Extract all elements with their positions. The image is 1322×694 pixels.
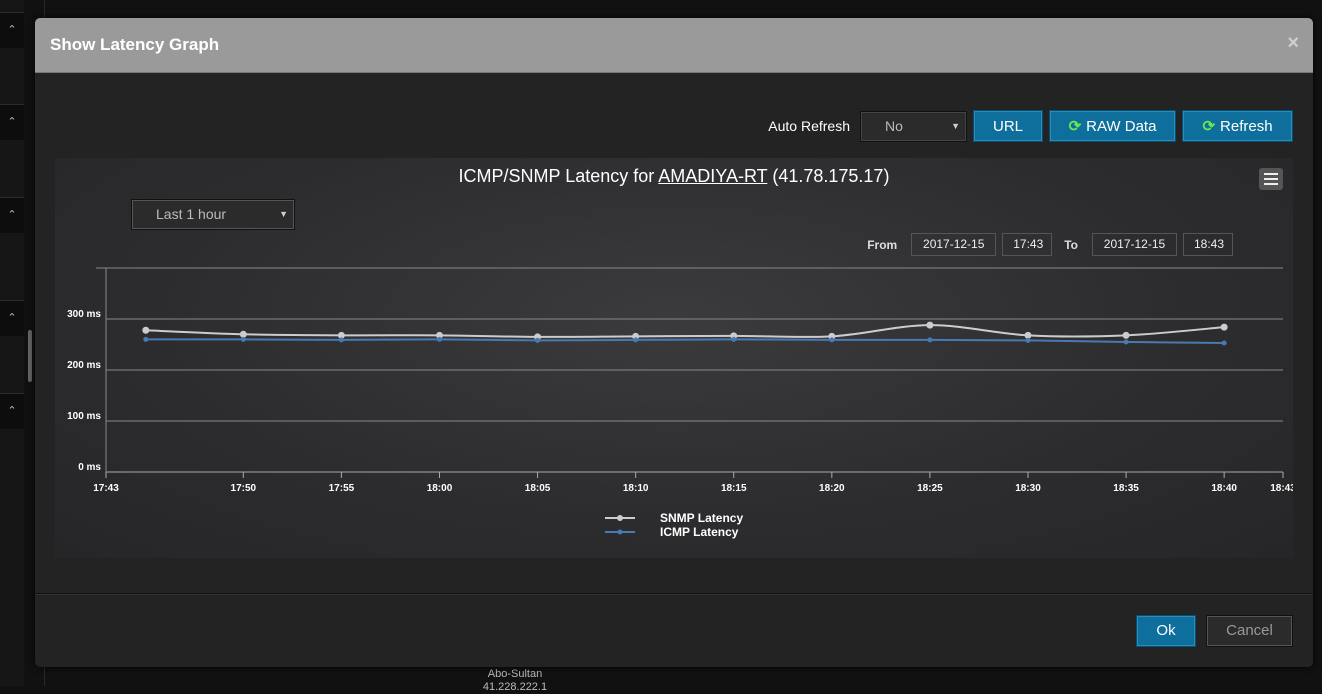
collapse-icon[interactable]: ⌃ [0, 197, 24, 233]
device-ip: 41.228.222.1 [482, 681, 548, 693]
date-range-inputs: From 2017-12-15 17:43 To 2017-12-15 18:4… [861, 233, 1233, 256]
caret-down-icon: ▼ [951, 120, 960, 131]
auto-refresh-label: Auto Refresh [768, 118, 850, 134]
device-name: Abo-Sultan [487, 668, 543, 680]
snmp-latency-point [632, 332, 640, 340]
refresh-icon: ⟳ [1202, 118, 1216, 135]
chart-title-suffix: (41.78.175.17) [772, 166, 890, 186]
time-range-select[interactable]: Last 1 hour ▼ [131, 199, 295, 230]
collapse-icon[interactable]: ⌃ [0, 104, 24, 140]
x-tick-label: 18:15 [721, 483, 747, 494]
x-tick-label: 17:43 [93, 483, 119, 494]
to-label: To [1064, 237, 1078, 252]
refresh-button-label: Refresh [1220, 117, 1273, 135]
x-tick-label: 18:20 [819, 483, 845, 494]
x-tick-label: 17:50 [231, 483, 257, 494]
url-button[interactable]: URL [973, 110, 1043, 142]
to-time-input[interactable]: 18:43 [1183, 233, 1233, 256]
icmp-latency-point [1025, 337, 1031, 343]
background-device-label: Abo-Sultan 41.228.222.1 [470, 668, 560, 694]
snmp-latency-point [926, 321, 934, 329]
snmp-latency-point [730, 332, 738, 340]
collapse-icon[interactable]: ⌃ [0, 393, 24, 429]
icmp-latency-point [436, 336, 442, 342]
icmp-latency-point [143, 336, 149, 342]
snmp-latency-point [337, 331, 345, 339]
snmp-latency-point [239, 330, 247, 338]
icmp-latency-point [829, 337, 835, 343]
icmp-latency-point [1221, 340, 1227, 346]
x-tick-label: 18:25 [917, 483, 943, 494]
background-scrollbar[interactable] [28, 330, 32, 382]
snmp-latency-point [142, 326, 150, 334]
time-range-value: Last 1 hour [156, 206, 227, 222]
snmp-latency-point [828, 332, 836, 340]
y-tick-label: 100 ms [67, 411, 101, 422]
latency-chart: 0 ms 100 ms 200 ms 300 ms 17:43 17:50 17:55 18:… [55, 158, 1293, 558]
x-tick-label: 18:30 [1015, 483, 1041, 494]
to-date-input[interactable]: 2017-12-15 [1092, 233, 1177, 256]
x-tick-label: 18:10 [623, 483, 649, 494]
legend-label: ICMP Latency [660, 525, 739, 539]
icmp-latency-point [338, 337, 344, 343]
caret-down-icon: ▼ [279, 209, 288, 219]
x-tick-label: 18:43 [1270, 483, 1293, 494]
snmp-latency-line [145, 324, 1225, 339]
chart-title-host-link[interactable]: AMADIYA-RT [658, 166, 768, 186]
chart-title-prefix: ICMP/SNMP Latency for [458, 166, 655, 186]
refresh-icon: ⟳ [1068, 118, 1082, 135]
icmp-latency-point [535, 337, 541, 343]
chart-canvas: 0 ms 100 ms 200 ms 300 ms 17:43 17:50 17:55 18:… [67, 267, 1293, 539]
modal-header: Show Latency Graph × [35, 18, 1313, 73]
snmp-latency-point [534, 333, 542, 341]
from-time-input[interactable]: 17:43 [1002, 233, 1053, 256]
legend-marker [617, 515, 623, 521]
icmp-latency-point [240, 336, 246, 342]
auto-refresh-value: No [885, 117, 903, 134]
legend-label: SNMP Latency [660, 511, 743, 525]
from-date-input[interactable]: 2017-12-15 [911, 233, 997, 256]
collapse-icon[interactable]: ⌃ [0, 300, 24, 336]
raw-data-button-label: RAW Data [1086, 117, 1157, 135]
y-tick-label: 200 ms [67, 360, 101, 371]
close-icon[interactable]: × [1287, 32, 1299, 54]
x-tick-label: 18:00 [427, 483, 453, 494]
snmp-latency-point [1024, 331, 1032, 339]
modal-title: Show Latency Graph [50, 35, 220, 54]
icmp-latency-point [731, 336, 737, 342]
latency-graph-modal: Show Latency Graph × Auto Refresh No ▼ U… [35, 18, 1313, 667]
raw-data-button[interactable]: ⟳ RAW Data [1049, 110, 1176, 142]
icmp-latency-point [633, 337, 639, 343]
collapse-icon[interactable]: ⌃ [0, 12, 24, 48]
icmp-latency-point [927, 337, 933, 343]
snmp-latency-point [435, 331, 443, 339]
x-tick-label: 18:05 [525, 483, 551, 494]
chart-title: ICMP/SNMP Latency for AMADIYA-RT (41.78.… [55, 166, 1293, 187]
refresh-button[interactable]: ⟳ Refresh [1182, 110, 1293, 142]
cancel-button[interactable]: Cancel [1206, 615, 1293, 647]
chart-menu-icon[interactable] [1259, 168, 1283, 190]
ok-button[interactable]: Ok [1136, 615, 1196, 647]
icmp-latency-line [145, 338, 1225, 344]
x-tick-label: 18:35 [1113, 483, 1139, 494]
y-tick-label: 0 ms [78, 462, 101, 473]
legend-marker [617, 529, 623, 535]
from-label: From [867, 237, 898, 252]
icmp-latency-point [1123, 339, 1129, 345]
x-tick-label: 17:55 [329, 483, 355, 494]
graph-toolbar: Auto Refresh No ▼ URL ⟳ RAW Data ⟳ Refre… [768, 110, 1293, 142]
modal-footer: Ok Cancel [35, 593, 1313, 667]
snmp-latency-point [1122, 331, 1130, 339]
snmp-latency-point [1220, 323, 1228, 331]
auto-refresh-select[interactable]: No ▼ [860, 110, 967, 142]
x-tick-label: 18:40 [1211, 483, 1237, 494]
url-button-label: URL [992, 117, 1023, 135]
y-tick-label: 300 ms [67, 309, 101, 320]
